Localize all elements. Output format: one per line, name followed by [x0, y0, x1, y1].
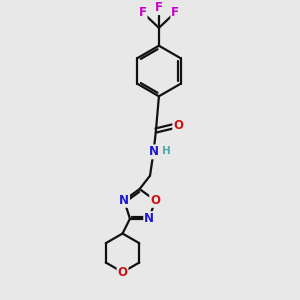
Text: N: N [148, 146, 159, 158]
Text: F: F [155, 1, 163, 14]
Text: N: N [119, 194, 129, 207]
Text: O: O [150, 194, 160, 207]
Text: O: O [173, 118, 183, 132]
Text: N: N [144, 212, 154, 225]
Text: F: F [139, 6, 147, 19]
Text: F: F [171, 6, 179, 19]
Text: H: H [162, 146, 170, 156]
Text: O: O [118, 266, 128, 279]
